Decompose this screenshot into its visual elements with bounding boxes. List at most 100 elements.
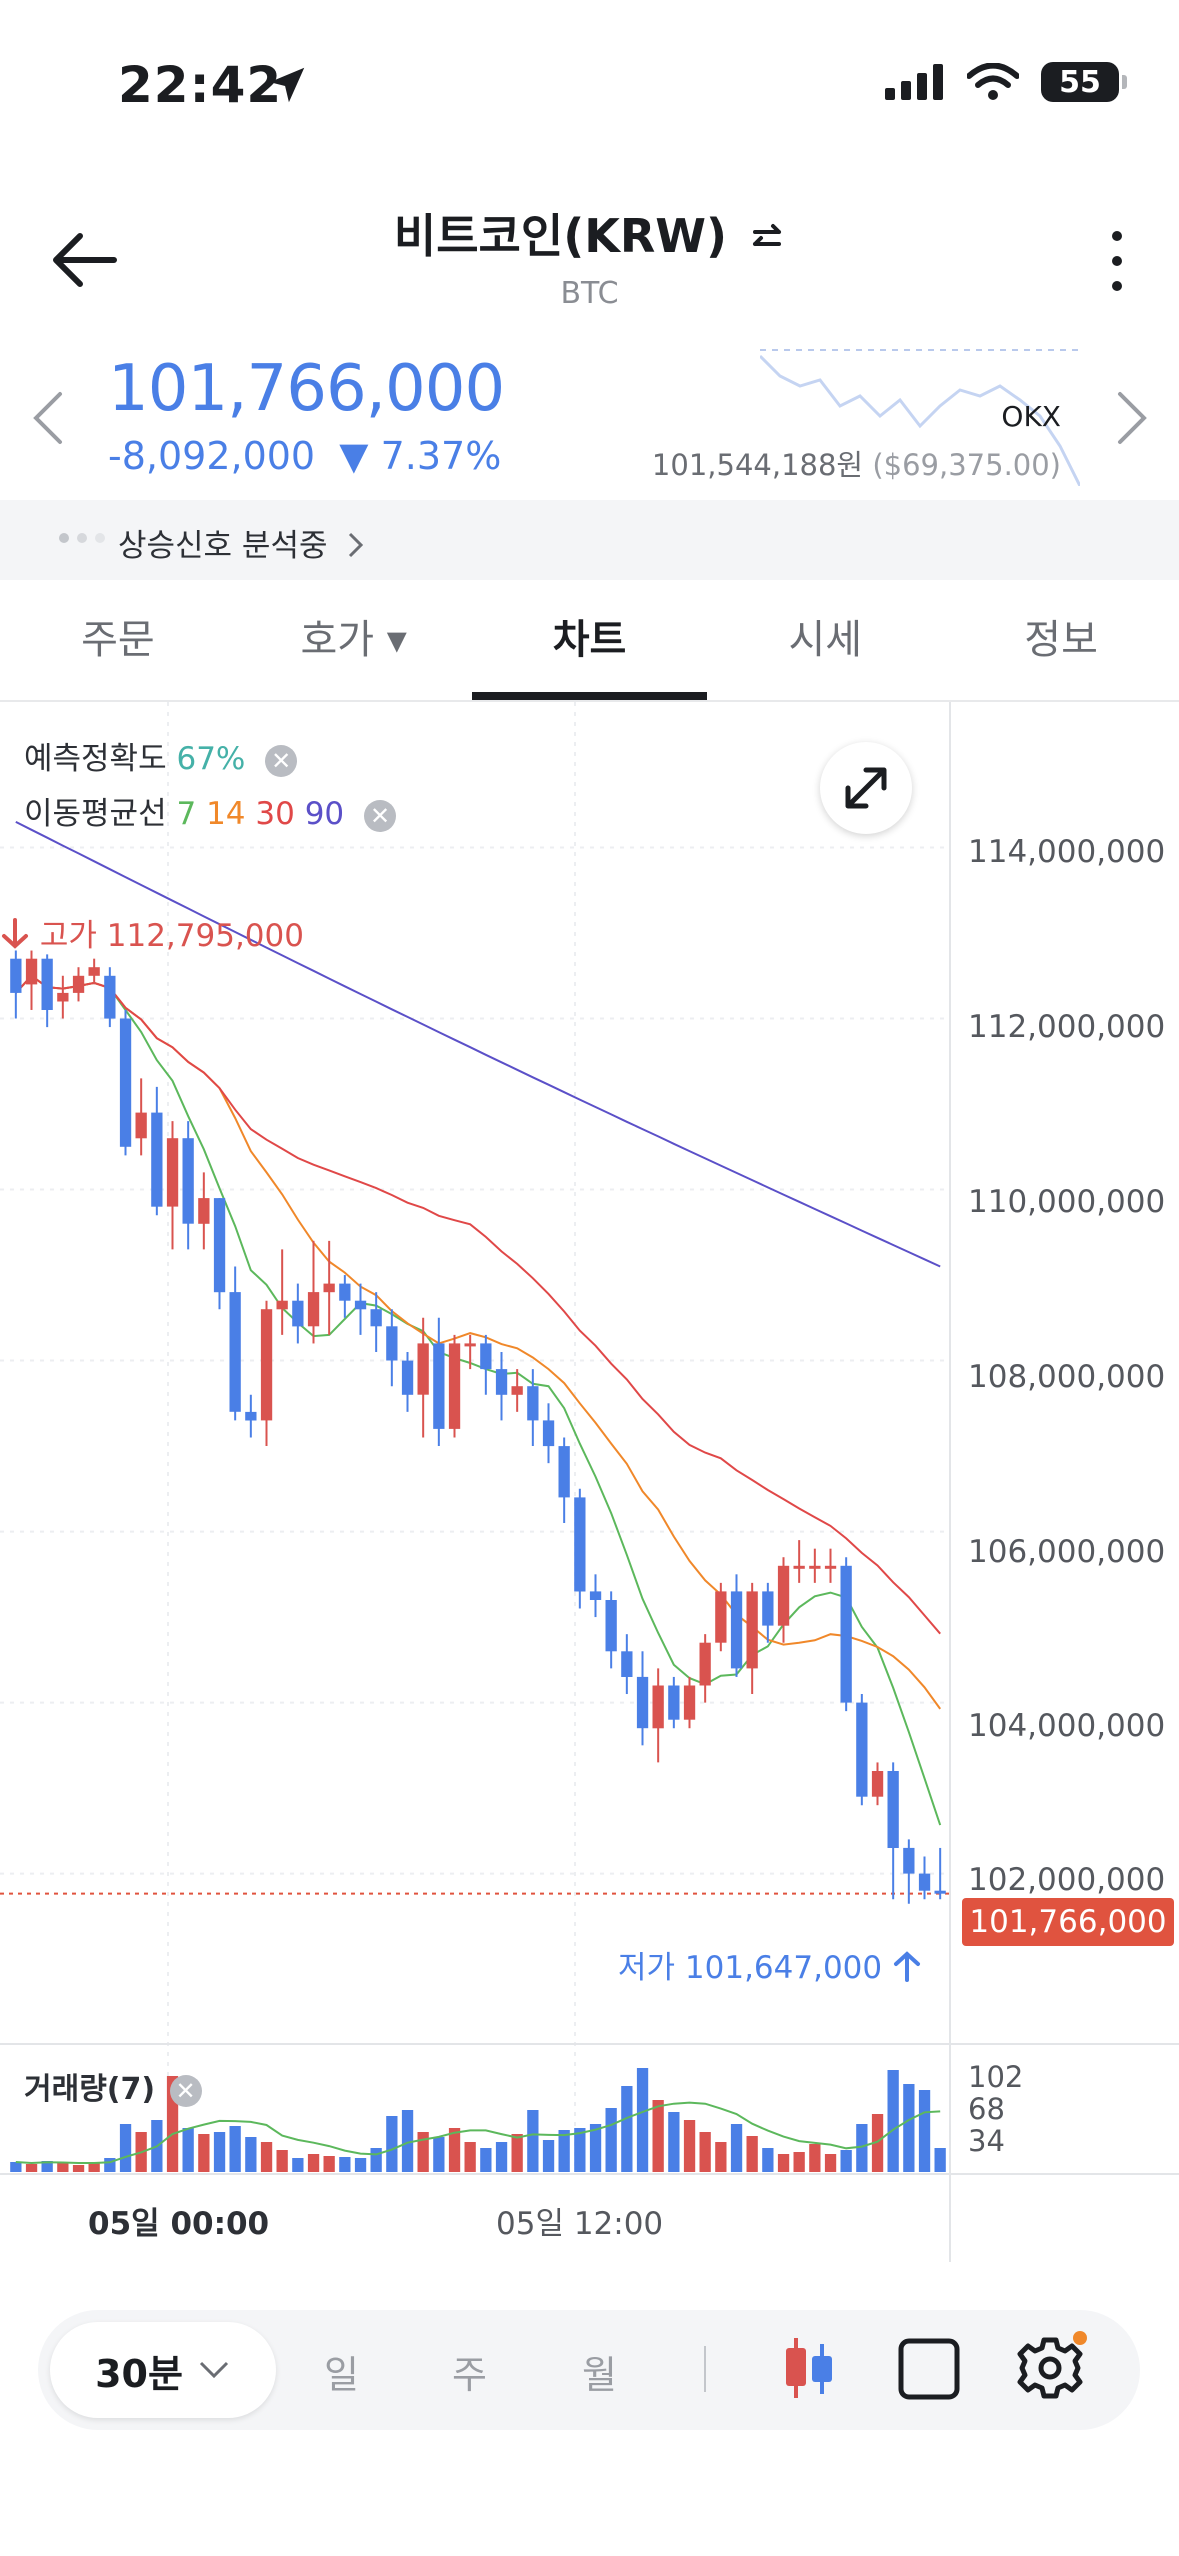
coin-name: 비트코인(KRW)	[393, 209, 728, 263]
next-coin-icon[interactable]	[1114, 390, 1150, 446]
ma14-line	[15, 974, 942, 1710]
coin-symbol: BTC	[560, 276, 619, 311]
tabs-divider	[0, 700, 1179, 702]
candle-body	[417, 1343, 429, 1395]
ma90-label: 90	[304, 796, 345, 832]
tab-chart[interactable]: 차트	[471, 590, 708, 700]
volume-bar	[307, 2154, 320, 2172]
candle-body	[589, 1591, 602, 1600]
price-axis-label: 104,000,000	[968, 1708, 1166, 1744]
price-change-amount: -8,092,000	[108, 434, 316, 478]
volume-bar	[918, 2090, 931, 2172]
volume-bar	[809, 2144, 821, 2172]
exchange-price-krw: 101,544,188원	[651, 448, 864, 482]
cellular-signal-icon	[885, 64, 943, 100]
time-axis-label: 05일 12:00	[496, 2206, 664, 2242]
candle-body	[229, 1292, 241, 1412]
swap-icon[interactable]	[749, 220, 785, 256]
price-axis-label: 110,000,000	[968, 1184, 1166, 1220]
candle-body	[887, 1771, 899, 1848]
low-price-label: 저가 101,647,000	[618, 1942, 922, 1987]
signal-banner[interactable]	[0, 500, 1179, 580]
candle-body	[777, 1565, 790, 1626]
price-axis-label: 114,000,000	[968, 834, 1166, 870]
candle-body	[527, 1386, 539, 1421]
candle-body	[683, 1685, 696, 1720]
period-day[interactable]: 일	[324, 2353, 359, 2397]
candle-body	[57, 992, 69, 1002]
period-month[interactable]: 월	[582, 2353, 617, 2397]
candle-body	[652, 1685, 664, 1729]
volume-bar	[746, 2136, 758, 2172]
tab-orderbook[interactable]: 호가 ▾	[300, 617, 407, 663]
volume-bar	[558, 2130, 570, 2172]
candlestick-chart[interactable]	[0, 702, 1179, 2262]
tab-order[interactable]: 주문	[81, 617, 155, 663]
volume-bar	[699, 2132, 711, 2172]
volume-bar	[589, 2124, 602, 2172]
accuracy-label: 예측정확도	[24, 741, 167, 777]
price-change: -8,092,000 ▼ 7.37%	[108, 434, 501, 478]
volume-legend: 거래량(7) ✕	[24, 2064, 202, 2108]
ma-legend: 이동평균선 7 14 30 90 ✕	[24, 788, 396, 833]
candle-body	[213, 1198, 226, 1293]
volume-bar	[104, 2158, 116, 2172]
tab-market-price[interactable]: 시세	[788, 617, 863, 663]
battery-indicator: 55	[1041, 62, 1127, 102]
signal-label: 상승신호 분석중	[118, 528, 328, 564]
candle-body	[198, 1198, 210, 1224]
candle-body	[464, 1343, 476, 1347]
candle-body	[668, 1685, 680, 1720]
volume-bar	[245, 2137, 257, 2172]
page-title: 비트코인(KRW)	[0, 200, 1179, 266]
candle-body	[386, 1326, 398, 1361]
close-volume-icon[interactable]: ✕	[169, 2074, 202, 2107]
volume-bar	[119, 2124, 132, 2172]
current-price: 101,766,000	[108, 352, 505, 426]
wifi-icon	[967, 63, 1019, 100]
back-arrow-icon[interactable]	[50, 228, 120, 292]
volume-bar	[57, 2163, 69, 2172]
volume-bar	[856, 2124, 868, 2172]
volume-bar	[730, 2124, 743, 2172]
fullscreen-button[interactable]	[820, 742, 912, 834]
volume-bar	[636, 2068, 649, 2172]
close-accuracy-icon[interactable]: ✕	[265, 744, 298, 777]
more-menu-icon[interactable]	[1102, 228, 1132, 294]
chevron-right-icon	[349, 532, 364, 558]
settings-gear-icon[interactable]	[1014, 2328, 1090, 2404]
status-time: 22:42	[118, 56, 282, 114]
candle-body	[182, 1138, 194, 1224]
candle-body	[307, 1292, 320, 1327]
tab-info[interactable]: 정보	[1024, 617, 1098, 663]
volume-bar	[683, 2120, 696, 2172]
volume-bar	[72, 2165, 85, 2172]
accuracy-value: 67%	[176, 741, 246, 777]
interval-dropdown[interactable]: 30분	[50, 2322, 276, 2418]
price-change-percent: ▼ 7.37%	[339, 434, 502, 478]
volume-bar	[292, 2158, 304, 2172]
prev-coin-icon[interactable]	[30, 390, 66, 446]
candle-body	[292, 1300, 304, 1327]
close-ma-icon[interactable]: ✕	[364, 799, 396, 832]
volume-bar	[448, 2128, 461, 2172]
volume-bar	[605, 2108, 617, 2172]
status-indicators: 55	[885, 62, 1127, 102]
volume-bar	[903, 2084, 915, 2172]
candle-body	[934, 1890, 946, 1894]
time-axis-label: 05일 00:00	[88, 2206, 270, 2242]
candle-body	[245, 1411, 257, 1421]
candle-body	[433, 1343, 445, 1429]
candle-body	[88, 967, 100, 976]
ma30-line	[15, 974, 941, 1635]
candle-body	[511, 1386, 523, 1395]
high-price-label: 고가 112,795,000	[0, 910, 304, 955]
period-week[interactable]: 주	[452, 2353, 487, 2397]
candle-type-icon[interactable]	[780, 2334, 838, 2402]
volume-bar	[715, 2142, 727, 2172]
volume-bar	[495, 2142, 508, 2172]
volume-axis-label: 68	[968, 2092, 1005, 2126]
price-axis-label: 112,000,000	[968, 1009, 1166, 1045]
drawing-tool-icon[interactable]	[896, 2336, 962, 2402]
location-icon	[269, 67, 305, 103]
